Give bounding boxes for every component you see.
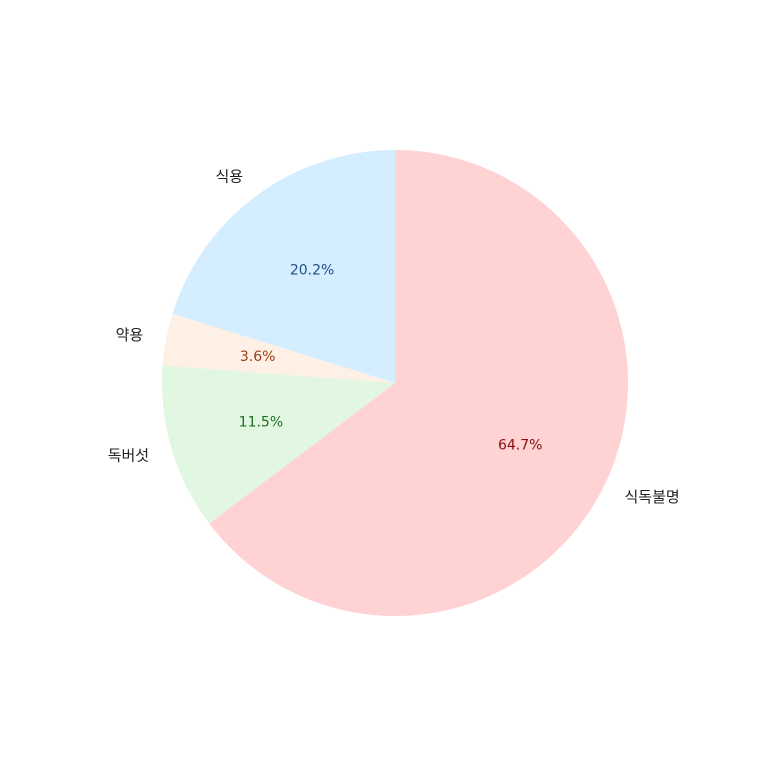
pie-category-label: 식용 (215, 168, 243, 186)
pie-slice (162, 313, 395, 383)
pie-percent-label: 64.7% (498, 437, 542, 453)
pie-percent-label: 3.6% (240, 349, 276, 365)
pie-category-label: 식독불명 (625, 488, 680, 506)
pie-slice (161, 365, 395, 524)
pie-slice (209, 150, 628, 617)
pie-slice (172, 150, 395, 383)
pie-percent-label: 11.5% (239, 414, 283, 430)
pie-category-label: 약용 (116, 326, 144, 344)
pie-category-label: 독버섯 (108, 446, 149, 464)
pie-labels: 64.7% 식독불명 11.5% 독버섯 3.6% 약용 20.2% 식용 (108, 168, 680, 507)
pie-percent-label: 20.2% (290, 262, 334, 278)
pie-slices (161, 150, 628, 617)
